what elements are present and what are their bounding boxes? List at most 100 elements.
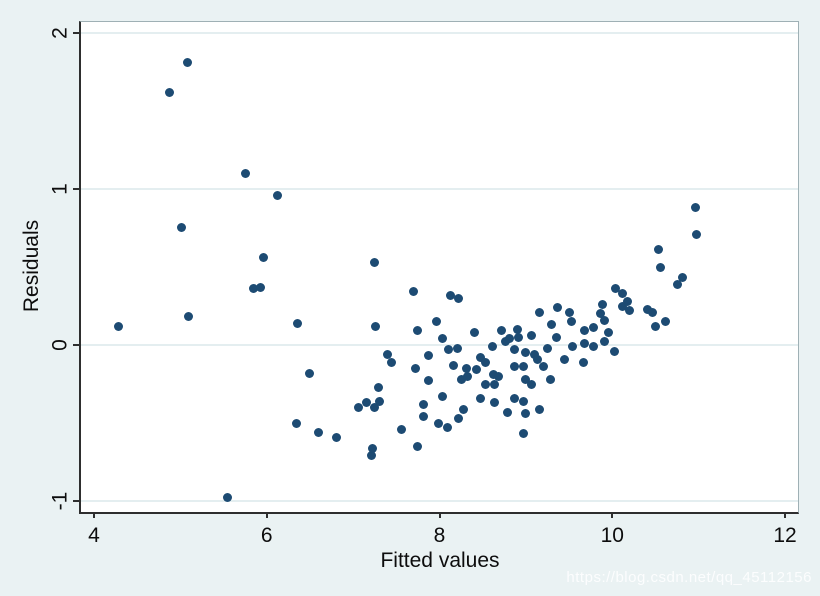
data-point bbox=[565, 307, 575, 317]
data-point bbox=[431, 317, 441, 327]
data-point bbox=[314, 427, 324, 437]
data-point bbox=[527, 331, 537, 341]
data-point bbox=[475, 353, 485, 362]
data-point bbox=[538, 362, 548, 372]
data-point bbox=[610, 346, 620, 356]
y-gridline bbox=[81, 500, 798, 503]
data-point bbox=[462, 371, 472, 381]
data-point bbox=[249, 284, 259, 294]
data-point bbox=[535, 404, 545, 414]
data-point bbox=[510, 362, 520, 372]
data-point bbox=[443, 345, 453, 355]
data-point bbox=[677, 273, 687, 283]
data-point bbox=[413, 326, 423, 336]
data-point bbox=[370, 402, 380, 412]
data-point bbox=[530, 349, 540, 359]
data-point bbox=[368, 443, 378, 453]
data-point bbox=[545, 374, 555, 384]
data-point bbox=[457, 374, 467, 384]
data-point bbox=[461, 363, 471, 373]
data-point bbox=[656, 262, 666, 272]
data-point bbox=[500, 337, 510, 347]
data-point bbox=[258, 253, 268, 263]
data-point bbox=[580, 326, 590, 336]
y-axis-tick-label: 2 bbox=[48, 27, 72, 39]
data-point bbox=[650, 321, 660, 331]
data-point bbox=[371, 321, 381, 331]
data-point bbox=[493, 371, 503, 381]
data-point bbox=[454, 413, 463, 423]
data-point bbox=[547, 320, 557, 330]
data-point bbox=[362, 398, 372, 408]
data-point bbox=[292, 418, 302, 428]
x-axis-tick bbox=[784, 512, 787, 518]
data-point bbox=[553, 303, 563, 313]
data-point bbox=[410, 363, 420, 373]
data-point bbox=[510, 345, 520, 355]
data-point bbox=[373, 382, 383, 392]
data-point bbox=[579, 357, 589, 367]
data-point bbox=[454, 293, 463, 303]
data-point bbox=[560, 354, 570, 364]
y-axis-tick-label: 0 bbox=[48, 339, 72, 351]
x-axis-tick bbox=[438, 512, 441, 518]
data-point bbox=[370, 257, 380, 267]
data-point bbox=[490, 379, 500, 389]
data-point bbox=[527, 379, 537, 389]
data-point bbox=[176, 223, 186, 233]
data-point bbox=[520, 409, 530, 419]
y-gridline bbox=[81, 344, 798, 347]
watermark-text: https://blog.csdn.net/qq_45112156 bbox=[566, 569, 812, 586]
data-point bbox=[383, 349, 393, 359]
data-point bbox=[423, 376, 433, 386]
data-point bbox=[241, 168, 251, 178]
data-point bbox=[293, 318, 303, 328]
data-point bbox=[353, 402, 363, 412]
data-point bbox=[520, 374, 530, 384]
data-point bbox=[434, 418, 444, 428]
data-point bbox=[164, 87, 174, 97]
data-point bbox=[448, 360, 458, 370]
x-axis-tick-label: 4 bbox=[88, 524, 100, 547]
data-point bbox=[518, 396, 528, 406]
data-point bbox=[272, 190, 282, 200]
data-point bbox=[625, 306, 635, 316]
data-point bbox=[535, 307, 545, 317]
data-point bbox=[256, 282, 266, 292]
data-point bbox=[595, 309, 605, 319]
data-point bbox=[588, 342, 598, 352]
data-point bbox=[223, 493, 233, 503]
x-axis-tick bbox=[611, 512, 614, 518]
data-point bbox=[386, 357, 396, 367]
data-point bbox=[580, 338, 590, 348]
data-point bbox=[542, 343, 552, 353]
data-point bbox=[488, 370, 498, 380]
data-point bbox=[518, 429, 528, 439]
y-axis-tick-label: 1 bbox=[48, 183, 72, 195]
y-axis-tick bbox=[73, 187, 79, 190]
data-point bbox=[599, 337, 609, 347]
y-axis-tick bbox=[73, 500, 79, 503]
data-point bbox=[438, 392, 448, 402]
data-point bbox=[513, 332, 523, 342]
y-axis-tick-label: -1 bbox=[48, 491, 72, 511]
data-point bbox=[504, 334, 514, 344]
x-axis-tick bbox=[92, 512, 95, 518]
x-axis-title: Fitted values bbox=[380, 549, 500, 572]
x-axis-tick bbox=[265, 512, 268, 518]
data-point bbox=[438, 334, 448, 344]
data-point bbox=[453, 343, 463, 353]
data-point bbox=[690, 203, 700, 213]
data-point bbox=[618, 289, 628, 299]
data-point bbox=[512, 324, 522, 334]
data-point bbox=[480, 357, 490, 367]
data-point bbox=[396, 424, 406, 434]
data-point bbox=[598, 299, 608, 309]
data-point bbox=[366, 451, 376, 461]
data-point bbox=[503, 407, 513, 417]
data-point bbox=[692, 229, 702, 239]
data-point bbox=[332, 432, 342, 442]
data-point bbox=[374, 396, 384, 406]
data-point bbox=[459, 404, 469, 414]
